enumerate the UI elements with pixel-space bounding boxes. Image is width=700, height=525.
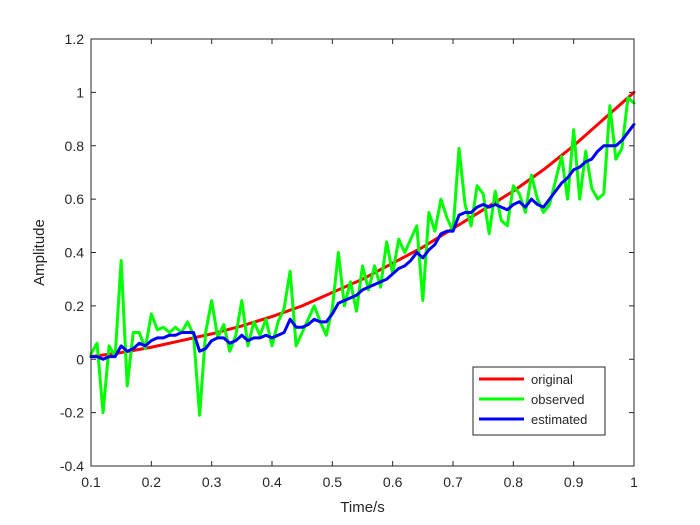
x-tick-label: 0.2	[142, 474, 162, 490]
x-axis-label: Time/s	[340, 499, 384, 516]
legend-label-original: original	[531, 372, 573, 387]
x-tick-label: 0.4	[262, 474, 282, 490]
y-tick-label: 0.6	[65, 191, 85, 207]
y-tick-label: 0.2	[65, 298, 85, 314]
x-tick-label: 0.1	[81, 474, 101, 490]
series-line-original	[89, 90, 636, 359]
y-tick-label: 0	[76, 351, 84, 367]
y-axis-label: Amplitude	[31, 219, 48, 286]
x-tick-label: 0.7	[443, 474, 463, 490]
legend-label-observed: observed	[531, 392, 584, 407]
y-tick-label: 1.2	[65, 31, 85, 47]
x-tick-label: 0.9	[564, 474, 584, 490]
y-tick-label: -0.4	[60, 458, 84, 474]
y-tick-label: -0.2	[60, 405, 84, 421]
legend-label-estimated: estimated	[531, 412, 587, 427]
series-line-estimated	[89, 122, 636, 361]
legend: original observed estimated	[472, 366, 606, 436]
ticks-layer: 0.1 0.2 0.3 0.4 0.5 0.6 0.7 0.8 0.9 1 -0.4 -0.2 0 0.2…	[60, 31, 638, 490]
x-tick-label: 0.3	[202, 474, 222, 490]
x-tick-label: 0.5	[323, 474, 343, 490]
y-tick-label: 0.8	[65, 138, 85, 154]
x-tick-label: 1	[630, 474, 638, 490]
x-tick-label: 0.6	[383, 474, 403, 490]
series-layer	[89, 90, 636, 417]
y-tick-label: 1	[76, 84, 84, 100]
x-tick-label: 0.8	[504, 474, 524, 490]
y-tick-label: 0.4	[65, 245, 85, 261]
